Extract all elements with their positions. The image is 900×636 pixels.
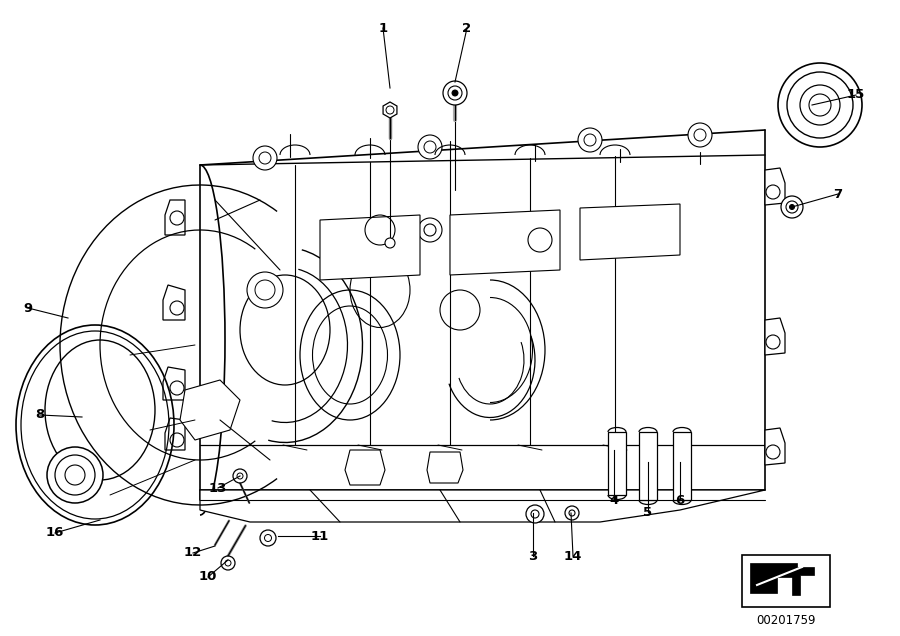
Polygon shape <box>200 490 765 522</box>
Polygon shape <box>450 210 560 275</box>
Text: 11: 11 <box>310 530 329 543</box>
Circle shape <box>233 469 247 483</box>
Polygon shape <box>580 204 680 260</box>
Polygon shape <box>345 450 385 485</box>
Polygon shape <box>163 367 185 400</box>
Circle shape <box>688 123 712 147</box>
Circle shape <box>565 506 579 520</box>
Text: 14: 14 <box>563 550 582 562</box>
Circle shape <box>170 211 184 225</box>
Polygon shape <box>180 380 240 440</box>
Text: 16: 16 <box>46 527 64 539</box>
Polygon shape <box>792 567 814 595</box>
Text: 2: 2 <box>463 22 472 34</box>
Circle shape <box>253 146 277 170</box>
Circle shape <box>781 196 803 218</box>
Circle shape <box>443 81 467 105</box>
Circle shape <box>789 205 795 209</box>
Polygon shape <box>765 428 785 465</box>
Text: 12: 12 <box>184 546 202 560</box>
Bar <box>742 555 830 607</box>
Circle shape <box>221 556 235 570</box>
Polygon shape <box>383 102 397 118</box>
Polygon shape <box>639 432 657 500</box>
Polygon shape <box>165 418 185 450</box>
Polygon shape <box>765 168 785 205</box>
Circle shape <box>247 272 283 308</box>
Text: 7: 7 <box>833 188 842 200</box>
Circle shape <box>47 447 103 503</box>
Circle shape <box>385 238 395 248</box>
Text: 9: 9 <box>23 301 32 314</box>
Text: 15: 15 <box>847 88 865 102</box>
Circle shape <box>766 445 780 459</box>
Circle shape <box>452 90 458 96</box>
Polygon shape <box>320 215 420 280</box>
Circle shape <box>170 301 184 315</box>
Polygon shape <box>673 432 691 500</box>
Text: 00201759: 00201759 <box>756 614 815 628</box>
Text: 5: 5 <box>644 506 652 518</box>
Polygon shape <box>750 563 797 593</box>
Circle shape <box>578 128 602 152</box>
Text: 8: 8 <box>35 408 45 422</box>
Polygon shape <box>163 285 185 320</box>
Circle shape <box>526 505 544 523</box>
Circle shape <box>787 72 853 138</box>
Polygon shape <box>765 318 785 355</box>
Polygon shape <box>165 200 185 235</box>
Circle shape <box>170 381 184 395</box>
Circle shape <box>260 530 276 546</box>
Polygon shape <box>608 432 626 495</box>
Circle shape <box>766 185 780 199</box>
Text: 3: 3 <box>528 550 537 562</box>
Circle shape <box>170 433 184 447</box>
Text: 10: 10 <box>199 570 217 583</box>
Text: 6: 6 <box>675 494 685 506</box>
Text: 4: 4 <box>609 494 618 506</box>
Circle shape <box>418 135 442 159</box>
Text: 13: 13 <box>209 481 227 495</box>
Circle shape <box>778 63 862 147</box>
Text: 1: 1 <box>378 22 388 34</box>
Circle shape <box>766 335 780 349</box>
Polygon shape <box>427 452 463 483</box>
